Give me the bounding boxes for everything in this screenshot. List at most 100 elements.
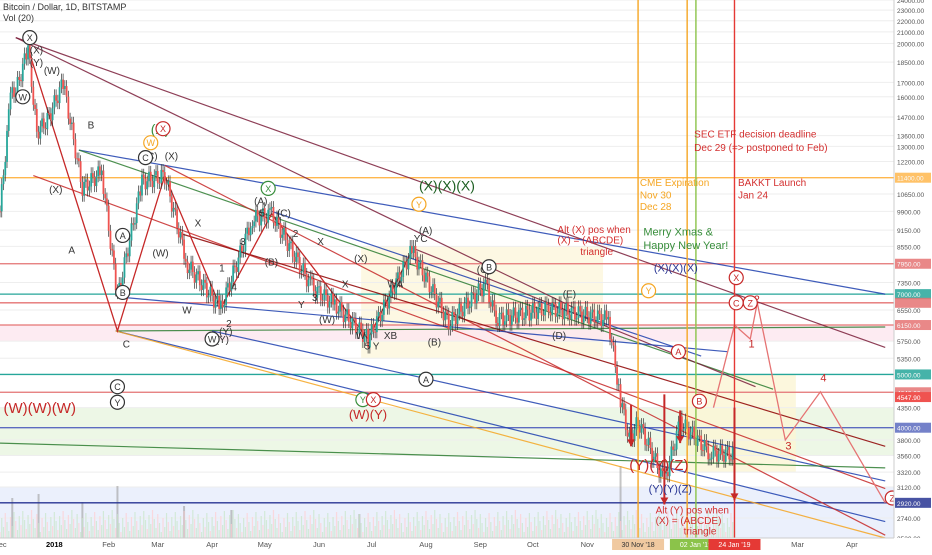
wave-circle-2 [137,150,154,166]
volume-fill-36 [62,511,64,538]
level-tag-1 [895,258,931,269]
candle-body [384,299,387,302]
volume-fill-367 [642,523,644,538]
volume-fill-236 [413,517,415,538]
volume-fill-1 [1,518,3,538]
candle-body [449,325,452,330]
candle-body [270,206,273,209]
volume-fill-67 [116,514,119,538]
trend-line-0 [15,37,886,348]
candle-body [430,292,433,294]
candle-body [461,311,464,317]
annotation-24: (Y) [30,58,43,69]
candle-body [563,310,566,320]
volume-fill-330 [577,512,580,538]
candle-body [730,459,732,461]
volume-fill-55 [95,521,98,538]
annotation-26: B [88,121,95,132]
volume-fill-387 [677,519,679,538]
candle-body [60,79,63,88]
volume-fill-178 [311,524,313,538]
candle-body [588,317,590,324]
candle-body [230,281,233,291]
annotation-2: CME Expiration [640,178,709,189]
candle-body [628,432,631,437]
wave-circle-3 [143,135,159,151]
y-tick-label-28: 17000.00 [897,80,924,87]
volume-fill-26 [44,513,47,538]
y-tick-label-14: 6550.00 [897,308,921,315]
candle-body [368,334,371,348]
volume-fill-250 [437,528,439,538]
x-tick-label-12: Mar [791,540,804,549]
candle-body [526,305,529,310]
volume-fill-48 [83,527,85,538]
volume-fill-275 [481,523,483,538]
volume-fill-103 [179,516,182,538]
current-price-label: 4547.90 [897,395,921,402]
candle-body [659,468,662,477]
volume-fill-60 [104,520,106,538]
volume-fill-416 [728,527,730,538]
volume-fill-272 [476,519,478,538]
volume-fill-175 [306,520,308,538]
annotation-34: W [182,306,192,317]
volume-fill-296 [518,528,520,538]
volume-fill-279 [488,513,490,538]
volume-fill-64 [111,510,113,538]
candle-body [444,311,447,321]
annotation-61: (Y) [216,335,229,346]
candle-body [249,228,252,236]
candle-body [277,216,280,223]
volume-fill-77 [134,512,136,538]
candle-body [698,435,701,437]
annotation-9: triangle [580,247,613,258]
volume-fill-349 [611,522,613,538]
candle-body [349,321,352,329]
volume-fill-17 [29,524,31,538]
wave-circle-label-18: C [733,298,740,308]
volume-fill-140 [244,527,247,538]
volume-fill-169 [295,512,297,538]
y-tick-label-34: 24000.00 [897,0,924,5]
wave-circle-21 [691,393,708,409]
volume-fill-237 [414,526,417,538]
volume-fill-29 [50,517,52,538]
volume-fill-229 [400,523,403,538]
volume-fill-109 [190,524,192,538]
volume-fill-298 [521,523,523,538]
candle-body [256,209,259,217]
candle-body [351,317,354,329]
volume-fill-5 [8,531,10,538]
volume-fill-355 [621,530,623,538]
volume-fill-290 [507,520,509,538]
volume-fill-57 [99,516,101,538]
candle-body [581,311,583,323]
candle-body [488,283,490,303]
candle-body [4,161,7,176]
candle-body [435,294,438,308]
volume-fill-43 [74,528,76,538]
annotation-47: Y [298,300,305,311]
candle-body [284,228,287,240]
level-tag-4 [895,320,931,331]
volume-fill-12 [20,525,22,538]
candle-body [596,310,599,323]
volume-fill-310 [542,516,545,538]
level-tag-2 [895,289,931,300]
candle-body [2,175,5,185]
candle-body [717,453,720,462]
volume-fill-162 [283,518,285,538]
trend-line-6 [115,326,886,332]
annotation-38: (A) [254,196,267,207]
y-tick-label-29: 18500.00 [897,60,924,67]
candle-body [700,435,703,451]
candle-body [553,303,555,305]
volume-fill-79 [137,530,140,538]
volume-fill-381 [667,511,669,538]
volume-fill-263 [460,530,462,538]
volume-fill-363 [635,510,637,538]
candle-body [106,198,108,206]
